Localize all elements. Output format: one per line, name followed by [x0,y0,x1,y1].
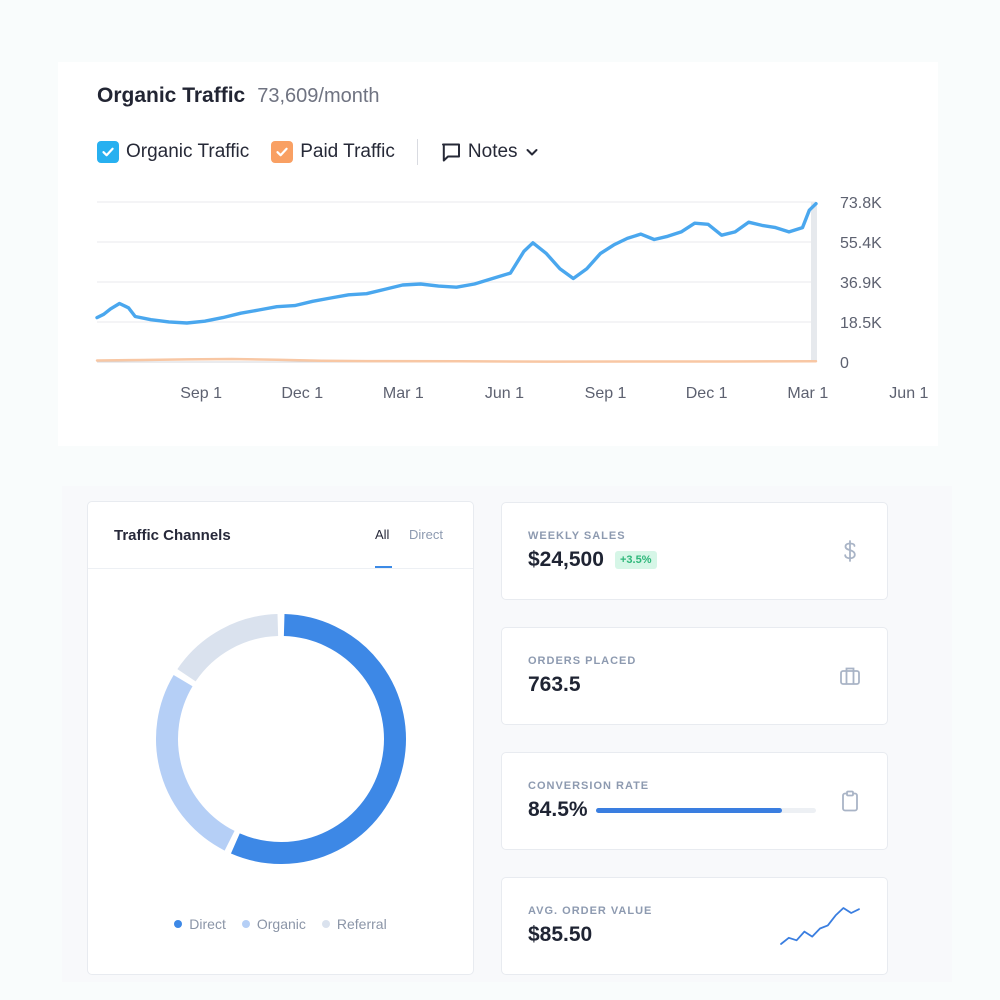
legend-label-referral: Referral [336,916,387,932]
notes-dropdown[interactable]: Notes [440,141,540,163]
stat-value: $85.50 [528,923,593,946]
y-tick-label: 0 [840,355,849,372]
notes-label: Notes [467,141,518,162]
sparkline-path [780,907,860,945]
dollar-icon [839,539,861,563]
check-icon[interactable] [271,141,294,163]
x-tick-label: Jun 1 [889,385,928,402]
legend-dot [174,920,183,928]
active-tab-indicator [375,566,392,568]
y-tick-label: 18.5K [840,315,882,332]
progress-fill [596,808,782,813]
comment-icon [440,141,462,163]
x-tick-label: Mar 1 [787,385,828,402]
organic-traffic-panel: Organic Traffic 73,609/month Organic Tra… [58,62,938,446]
stat-label: CONVERSION RATE [528,780,650,792]
x-tick-label: Dec 1 [281,385,323,402]
orders-placed-card: ORDERS PLACED 763.5 [501,627,888,725]
x-tick-label: Dec 1 [686,385,728,402]
donut-slice-organic[interactable] [156,675,235,851]
stat-value: 84.5% [528,798,588,821]
organic-traffic-toggle[interactable]: Organic Traffic [97,141,249,163]
traffic-channels-card: Traffic Channels All Direct Direct Organ… [87,501,474,975]
legend-label-organic: Organic [256,916,306,932]
stat-label: WEEKLY SALES [528,530,626,542]
legend-dot [321,920,330,928]
donut-slice-direct[interactable] [230,614,406,864]
series-line-paid-traffic [95,357,818,363]
paid-traffic-toggle[interactable]: Paid Traffic [271,141,395,163]
legend-item-direct: Direct [174,916,226,932]
tab-direct[interactable]: Direct [409,527,443,542]
x-tick-label: Sep 1 [180,385,222,402]
order-value-sparkline [780,907,860,945]
organic-traffic-label: Organic Traffic [126,141,250,162]
traffic-channels-donut [156,614,406,864]
legend-label-direct: Direct [189,916,226,932]
legend-item-referral: Referral [321,916,387,932]
stat-value: 763.5 [528,673,581,696]
x-tick-label: Sep 1 [585,385,627,402]
y-tick-label: 73.8K [840,195,882,212]
legend-dot [241,920,250,928]
stat-label: ORDERS PLACED [528,655,637,667]
briefcase-icon [839,664,861,688]
legend-divider [416,139,418,165]
donut-slice-referral[interactable] [177,614,279,682]
paid-traffic-label: Paid Traffic [300,141,395,162]
traffic-channels-title: Traffic Channels [114,527,231,544]
weekly-sales-card: WEEKLY SALES $24,500 +3.5% [501,502,888,600]
avg-order-value-card: AVG. ORDER VALUE $85.50 [501,877,888,975]
range-end-marker [811,202,817,362]
stat-label: AVG. ORDER VALUE [528,905,653,917]
traffic-monthly-value: 73,609/month [257,85,380,107]
y-tick-label: 36.9K [840,275,882,292]
traffic-title: Organic Traffic [97,84,246,107]
card-divider [88,568,473,569]
traffic-header: Organic Traffic 73,609/month [97,84,380,108]
conversion-rate-card: CONVERSION RATE 84.5% [501,752,888,850]
y-tick-label: 55.4K [840,235,882,252]
chevron-down-icon [524,144,540,160]
check-icon[interactable] [97,141,119,163]
organic-traffic-chart: Sep 1 Dec 1 Mar 1 Jun 1 Sep 1 Dec 1 Mar 1 Jun 1… [95,195,929,402]
status-badge: +3.5% [615,551,657,569]
legend-item-organic: Organic [241,916,306,932]
x-tick-label: Jun 1 [485,385,524,402]
donut-legend: Direct Organic Referral [88,916,473,932]
series-line-organic-traffic [95,202,818,325]
tab-all[interactable]: All [375,527,390,542]
conversion-progress-bar [596,808,816,813]
traffic-legend: Organic Traffic Paid Traffic Notes [97,139,540,165]
clipboard-icon [839,789,861,813]
x-tick-label: Mar 1 [383,385,424,402]
stat-value: $24,500 [528,548,604,571]
